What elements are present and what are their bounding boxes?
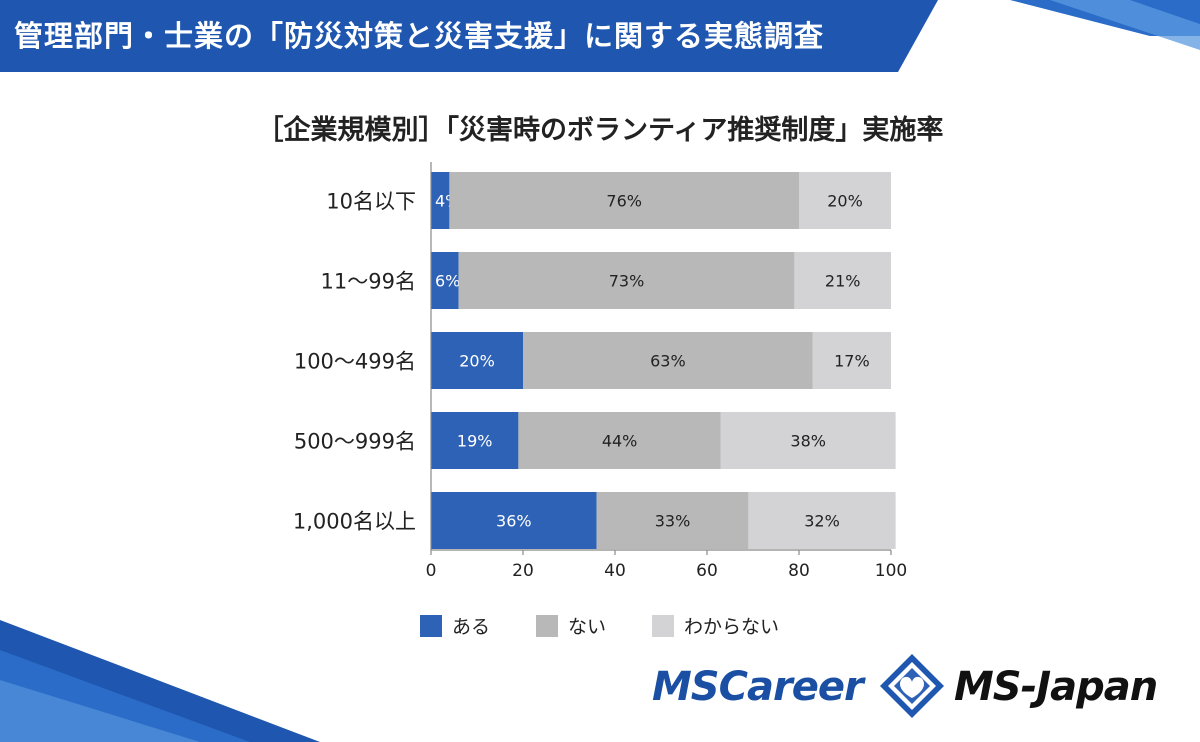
data-label: 73% — [609, 272, 645, 291]
bar-segment — [431, 332, 523, 389]
legend-item-nai: ない — [536, 612, 652, 639]
header-band — [0, 0, 1200, 72]
legend-item-wakaranai: わからない — [652, 612, 792, 639]
legend-label-wakaranai: わからない — [684, 616, 780, 638]
category-label: 10名以下 — [326, 190, 416, 214]
bar-chart: 10名以下 4% 76% 20%11～99名 6% 73% 21%100～499名 20% 63… — [293, 162, 907, 581]
chart-title: ［企業規模別］「災害時のボランティア推奨制度」実施率 — [256, 115, 944, 146]
x-tick-label: 100 — [875, 561, 907, 581]
header-title: 管理部門・士業の「防災対策と災害支援」に関する実態調査 — [14, 19, 825, 53]
category-label: 500～999名 — [294, 430, 416, 454]
data-label: 63% — [650, 352, 686, 371]
bar-segment — [449, 172, 799, 229]
legend: ある ない わからない — [420, 612, 792, 639]
bottom-decoration — [0, 620, 320, 742]
msjapan-logo: MS-Japan — [954, 664, 1158, 710]
bar-segment — [794, 252, 891, 309]
data-label: 20% — [827, 192, 863, 211]
data-label: 33% — [655, 512, 691, 531]
bar-segment — [431, 492, 597, 549]
bar-segment — [799, 172, 891, 229]
logo-area: MSCareer MS-Japan — [652, 652, 1172, 724]
bar-segment — [720, 412, 896, 469]
data-label: 38% — [790, 432, 826, 451]
data-label: 20% — [459, 352, 495, 371]
diamond-emblem-icon — [880, 654, 944, 718]
bar-segment — [812, 332, 891, 389]
category-label: 1,000名以上 — [293, 510, 416, 534]
category-label: 100～499名 — [294, 350, 416, 374]
legend-label-nai: ない — [568, 616, 607, 638]
bar-segment — [523, 332, 813, 389]
bar-segment — [431, 172, 450, 229]
bar-segment — [458, 252, 795, 309]
x-tick-label: 20 — [512, 561, 534, 581]
data-label: 76% — [606, 192, 642, 211]
legend-swatch-wakaranai — [652, 614, 674, 637]
bar-segment — [431, 252, 459, 309]
data-label: 17% — [834, 352, 870, 371]
x-tick-label: 40 — [604, 561, 626, 581]
x-tick-label: 80 — [788, 561, 810, 581]
legend-label-aru: ある — [452, 616, 491, 638]
x-tick-label: 0 — [426, 561, 437, 581]
legend-swatch-nai — [536, 614, 558, 637]
legend-swatch-aru — [420, 614, 442, 637]
data-label: 6% — [435, 272, 460, 291]
data-label: 32% — [804, 512, 840, 531]
bar-segment — [748, 492, 896, 549]
bar-segment — [431, 412, 519, 469]
data-label: 21% — [825, 272, 861, 291]
legend-item-aru: ある — [420, 612, 536, 639]
bar-segment — [518, 412, 721, 469]
category-label: 11～99名 — [321, 270, 416, 294]
mscareer-logo: MSCareer — [652, 664, 864, 710]
data-label: 36% — [496, 512, 532, 531]
data-label: 19% — [457, 432, 493, 451]
x-tick-label: 60 — [696, 561, 718, 581]
data-label: 44% — [602, 432, 638, 451]
bar-segment — [596, 492, 749, 549]
